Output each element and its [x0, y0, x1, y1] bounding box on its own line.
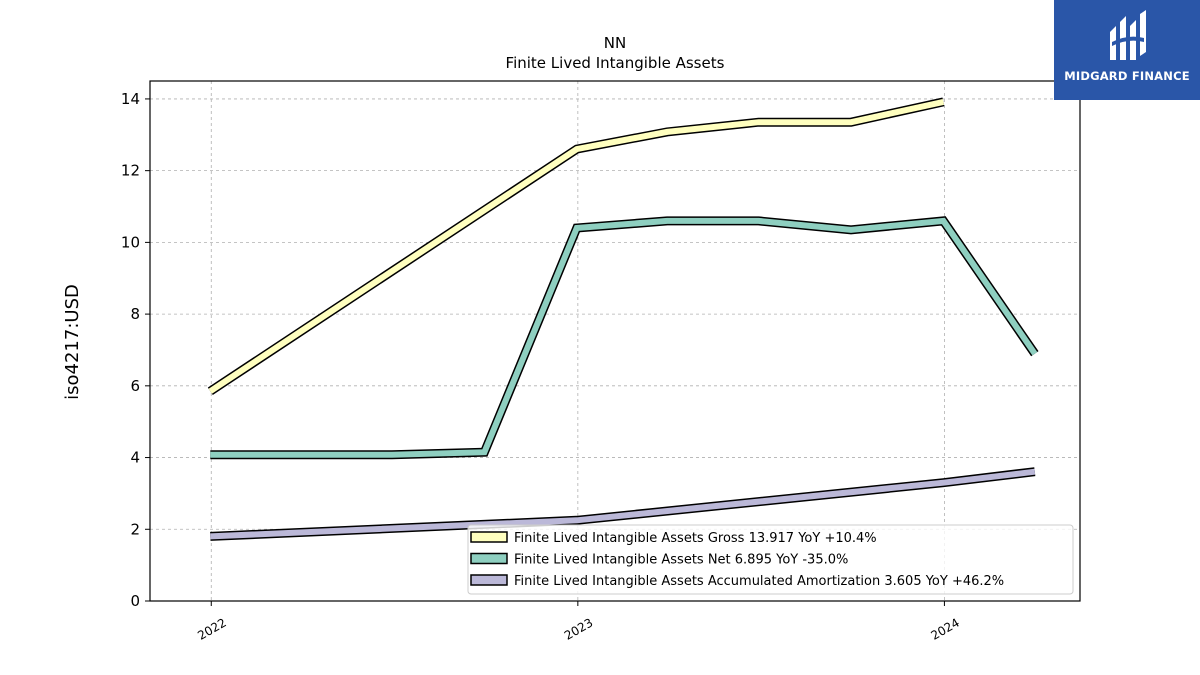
legend-swatch: [470, 531, 508, 543]
y-tick-label: 10: [121, 233, 140, 251]
series-lines: [207, 97, 1039, 541]
series-line: [210, 468, 1036, 540]
legend: Finite Lived Intangible Assets Gross 13.…: [467, 524, 1074, 595]
legend-label: Finite Lived Intangible Assets Gross 13.…: [514, 531, 877, 546]
y-tick-label: 12: [121, 162, 140, 180]
x-tick-label: 2023: [562, 615, 595, 642]
x-tick-label: 2022: [195, 615, 228, 642]
series-line-outline: [210, 216, 1039, 460]
y-tick-label: 14: [121, 90, 140, 108]
y-tick-label: 6: [130, 377, 140, 395]
y-axis-ticks: 0 2 4 6 8 10 12 14: [121, 90, 150, 610]
x-axis-ticks: 2022 2023 2024: [195, 601, 962, 643]
legend-swatch: [470, 574, 508, 586]
brand-logo: MIDGARD FINANCE: [1054, 0, 1200, 100]
legend-label: Finite Lived Intangible Assets Net 6.895…: [514, 553, 848, 568]
y-tick-label: 0: [130, 592, 140, 610]
y-tick-label: 2: [130, 520, 140, 538]
legend-swatch: [470, 552, 508, 565]
series-line: [210, 217, 1038, 458]
logo-text: MIDGARD FINANCE: [1064, 69, 1190, 83]
logo-mark-icon: [1110, 10, 1146, 60]
series-line-outline: [207, 97, 945, 395]
y-tick-label: 4: [130, 449, 140, 467]
plot-frame: [149, 80, 1081, 602]
chart-subtitle: Finite Lived Intangible Assets: [506, 54, 725, 72]
y-tick-label: 8: [130, 305, 140, 323]
legend-box: [467, 524, 1074, 595]
legend-label: Finite Lived Intangible Assets Accumulat…: [514, 574, 1004, 589]
y-axis-label: iso4217:USD: [62, 284, 83, 400]
x-tick-label: 2024: [928, 615, 961, 642]
chart-title: NN: [604, 34, 626, 52]
series-line: [208, 98, 945, 394]
